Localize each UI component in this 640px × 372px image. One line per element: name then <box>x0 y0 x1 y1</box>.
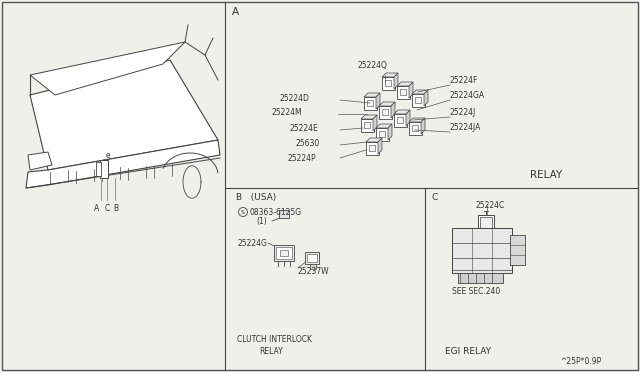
Polygon shape <box>376 93 380 109</box>
Text: 25224Q: 25224Q <box>358 61 388 70</box>
Text: C: C <box>104 203 109 212</box>
Bar <box>274 245 294 261</box>
Polygon shape <box>388 124 392 140</box>
Text: A: A <box>94 203 100 212</box>
Text: 25237W: 25237W <box>298 267 330 276</box>
Text: e: e <box>106 151 110 160</box>
Bar <box>305 252 319 264</box>
Bar <box>412 94 425 107</box>
Bar <box>307 254 317 262</box>
Polygon shape <box>394 110 410 114</box>
Text: SEE SEC.240: SEE SEC.240 <box>452 288 500 296</box>
Polygon shape <box>409 82 413 98</box>
Text: 25224F: 25224F <box>450 76 478 84</box>
Bar <box>412 125 418 131</box>
Text: 25224JA: 25224JA <box>450 122 481 131</box>
Bar <box>385 80 391 86</box>
Bar <box>480 217 492 229</box>
Text: CLUTCH INTERLOCK: CLUTCH INTERLOCK <box>237 336 312 344</box>
Text: ^25P*0.9P: ^25P*0.9P <box>560 357 601 366</box>
Polygon shape <box>421 118 425 134</box>
Polygon shape <box>366 138 382 142</box>
Text: 25224P: 25224P <box>288 154 317 163</box>
Bar <box>369 145 375 151</box>
Text: RELAY: RELAY <box>530 170 563 180</box>
Text: RELAY: RELAY <box>259 347 283 356</box>
Bar <box>409 122 422 135</box>
Bar <box>510 235 525 265</box>
Bar <box>452 228 512 273</box>
Bar <box>364 122 370 128</box>
Text: 25630: 25630 <box>296 138 320 148</box>
Text: 08363-6125G: 08363-6125G <box>249 208 301 217</box>
Text: A: A <box>232 7 239 17</box>
Text: 25224C: 25224C <box>476 201 505 209</box>
Polygon shape <box>30 42 185 95</box>
Polygon shape <box>391 102 395 118</box>
Text: S: S <box>241 209 245 215</box>
Bar <box>100 160 108 178</box>
Text: (1): (1) <box>256 217 267 225</box>
Polygon shape <box>30 60 218 170</box>
Polygon shape <box>394 73 398 89</box>
Bar <box>478 215 494 231</box>
Bar <box>367 100 373 106</box>
Bar <box>364 97 377 110</box>
Polygon shape <box>406 110 410 126</box>
Bar <box>366 142 379 155</box>
Bar <box>397 86 410 99</box>
Text: C: C <box>432 192 438 202</box>
Bar <box>394 114 407 127</box>
Bar <box>276 247 292 259</box>
Polygon shape <box>26 140 220 188</box>
Text: 25224M: 25224M <box>272 108 303 116</box>
Text: 25224J: 25224J <box>450 108 476 116</box>
Polygon shape <box>373 115 377 131</box>
Bar <box>379 131 385 137</box>
Text: 25224GA: 25224GA <box>450 90 485 99</box>
Text: B   (USA): B (USA) <box>236 192 276 202</box>
Bar <box>280 250 288 256</box>
Polygon shape <box>397 82 413 86</box>
Polygon shape <box>409 118 425 122</box>
Bar <box>382 109 388 115</box>
Bar <box>397 117 403 123</box>
Text: EGI RELAY: EGI RELAY <box>445 347 491 356</box>
Bar <box>382 77 395 90</box>
Bar <box>379 106 392 119</box>
Bar <box>415 97 421 103</box>
Polygon shape <box>376 124 392 128</box>
Bar <box>400 89 406 95</box>
Bar <box>96 162 101 176</box>
Polygon shape <box>382 73 398 77</box>
Text: 25224D: 25224D <box>280 93 310 103</box>
Polygon shape <box>424 90 428 106</box>
Polygon shape <box>378 138 382 154</box>
Bar <box>279 210 289 218</box>
Text: 25224G: 25224G <box>238 238 268 247</box>
Polygon shape <box>379 102 395 106</box>
Polygon shape <box>28 152 52 170</box>
Text: 25224E: 25224E <box>290 124 319 132</box>
Polygon shape <box>412 90 428 94</box>
Bar <box>361 119 374 132</box>
Bar <box>310 264 316 269</box>
Polygon shape <box>364 93 380 97</box>
Bar <box>458 273 503 283</box>
Polygon shape <box>361 115 377 119</box>
Text: B: B <box>113 203 118 212</box>
Bar <box>376 128 389 141</box>
